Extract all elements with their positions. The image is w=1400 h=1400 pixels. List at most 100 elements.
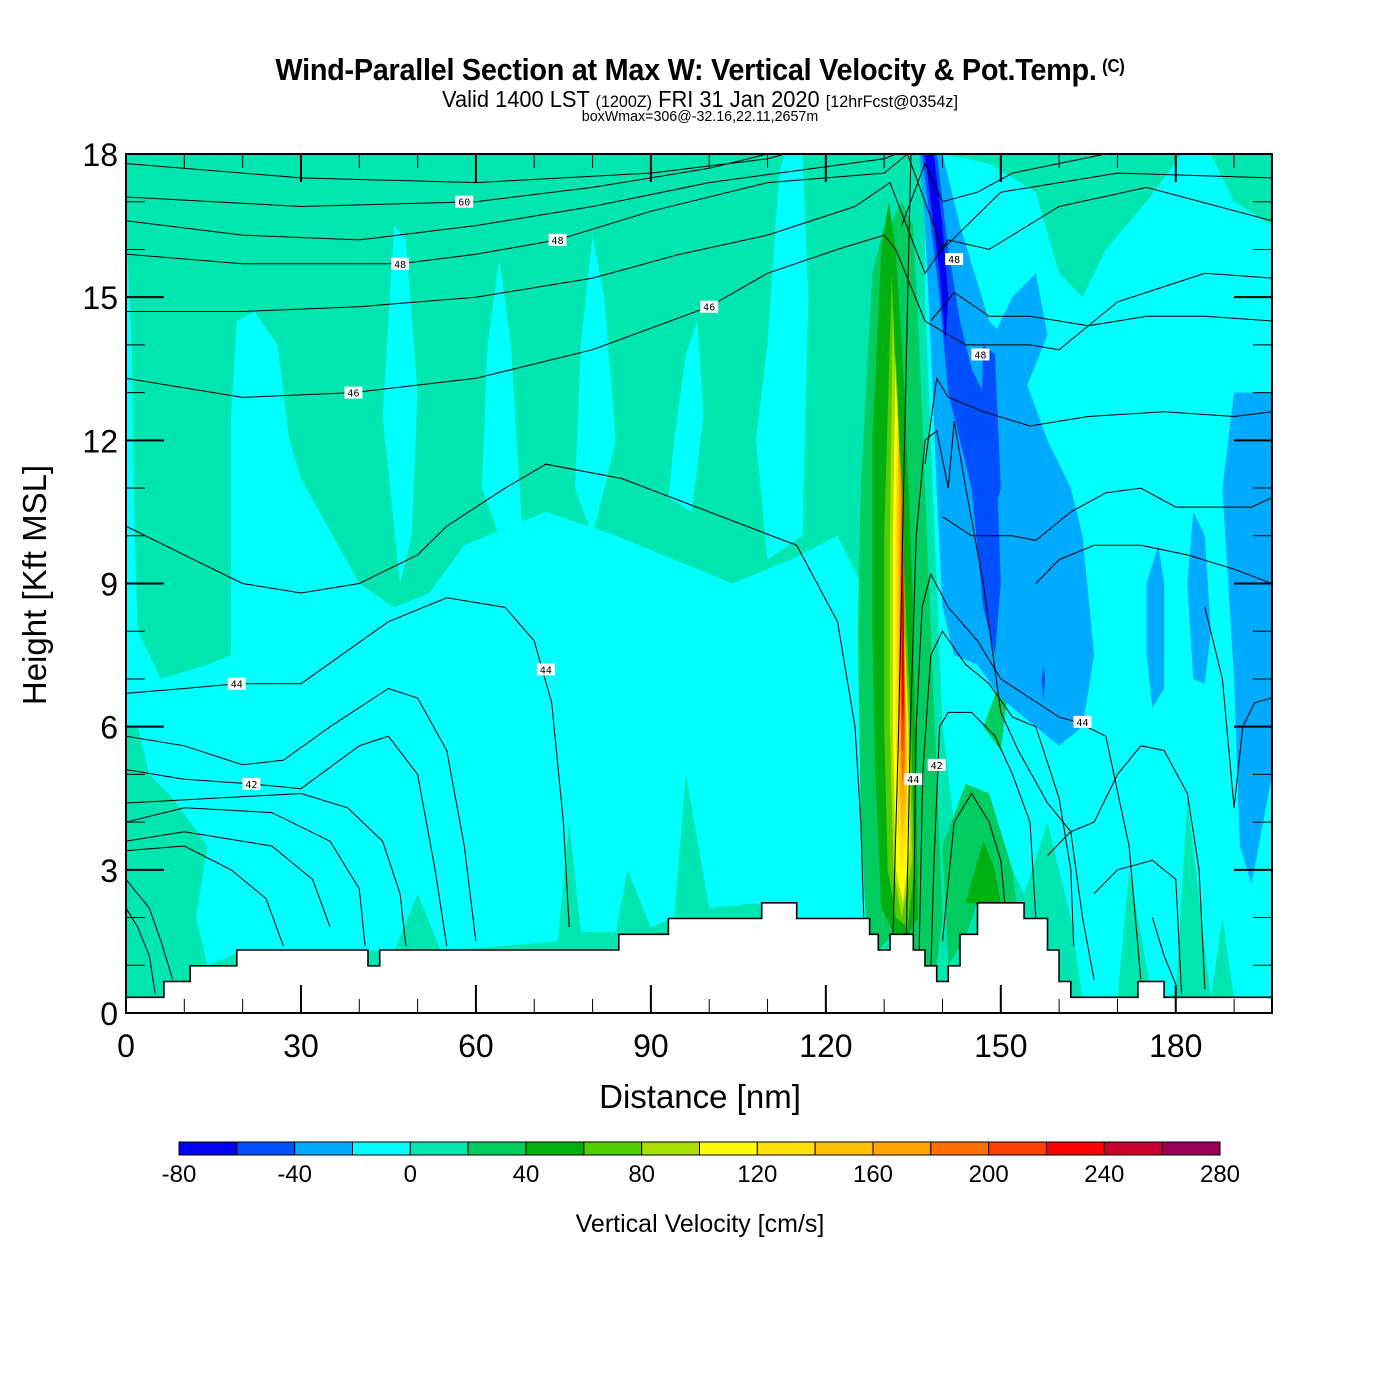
- fill-region: [919, 154, 1095, 746]
- theta-contour-line: [126, 792, 407, 947]
- theta-contour-line: [126, 234, 1272, 398]
- theta-contour-line: [930, 291, 1272, 327]
- y-tick-label: 12: [82, 423, 118, 459]
- contour-label-text: 48: [552, 236, 564, 247]
- contour-label: 42: [927, 758, 946, 772]
- contour-label: 44: [1073, 715, 1092, 729]
- contour-label: 44: [536, 663, 555, 676]
- contour-label-bg: [904, 773, 923, 786]
- x-tick-label: 90: [633, 1028, 669, 1064]
- colorbar-swatch: [178, 1141, 238, 1156]
- contour-label-bg: [927, 758, 946, 771]
- colorbar-tick-label: -40: [277, 1161, 312, 1188]
- fill-region: [902, 574, 904, 679]
- fill-region: [382, 225, 418, 584]
- contour-label: 60: [455, 195, 474, 209]
- colorbar-swatch: [930, 1141, 990, 1156]
- theta-contour-line: [1151, 917, 1177, 985]
- colorbar-swatch: [294, 1141, 353, 1156]
- contour-label-bg: [227, 677, 246, 690]
- fill-region: [1041, 664, 1046, 703]
- contour-label-text: 44: [540, 665, 552, 676]
- valid-time: Valid 1400 LST: [442, 86, 590, 112]
- colorbar-tick-label: 0: [404, 1161, 417, 1188]
- theta-contour-line: [1047, 745, 1206, 990]
- fill-region: [481, 259, 523, 536]
- fill-region: [925, 154, 949, 345]
- colorbar-tick-label: 40: [513, 1161, 540, 1188]
- colorbar-swatch: [756, 1141, 816, 1156]
- theta-contour-line: [126, 807, 366, 947]
- y-tick-label: 18: [82, 137, 118, 173]
- fill-region: [732, 583, 850, 923]
- fill-region: [980, 344, 1001, 536]
- contour-label-text: 44: [907, 775, 919, 786]
- x-tick-label: 180: [1149, 1028, 1202, 1064]
- contour-label-text: 48: [974, 350, 986, 361]
- contour-label-bg: [971, 348, 990, 361]
- theta-contour-line: [126, 597, 570, 928]
- contour-label-bg: [391, 257, 410, 270]
- colorbar-tick-label: 240: [1084, 1161, 1124, 1188]
- fill-region: [231, 655, 371, 942]
- colorbar-tick-label: 200: [969, 1161, 1009, 1188]
- theta-contour-line: [930, 711, 1043, 975]
- contour-label: 48: [971, 348, 990, 361]
- contour-label-bg: [700, 300, 719, 313]
- colorbar-swatch: [467, 1141, 527, 1156]
- contour-label-text: 48: [948, 255, 960, 266]
- colorbar-tick-label: 120: [737, 1161, 777, 1188]
- theta-contour-line: [126, 845, 284, 947]
- theta-contour-line: [126, 154, 896, 241]
- velocity-fill-layer: [126, 154, 1272, 1013]
- contour-label-bg: [242, 777, 261, 790]
- fill-region: [1222, 392, 1272, 885]
- contour-label-bg: [536, 663, 555, 676]
- theta-contour-line: [912, 572, 1142, 980]
- valid-utc: (1200Z): [595, 92, 653, 111]
- theta-contour-line: [1204, 607, 1272, 808]
- y-tick-label: 6: [100, 710, 118, 746]
- colorbar-swatch: [872, 1141, 932, 1156]
- contour-label: 48: [391, 257, 410, 271]
- fill-region: [989, 273, 1048, 393]
- x-tick-label: 120: [799, 1028, 852, 1064]
- y-tick-label: 9: [100, 567, 118, 603]
- theta-contour-layer: [126, 154, 1272, 994]
- x-tick-label: 150: [974, 1028, 1027, 1064]
- theta-contour-line: [942, 792, 1008, 942]
- colorbar-swatch: [525, 1141, 585, 1156]
- fill-region: [965, 841, 1001, 904]
- colorbar-tick-label: 160: [853, 1161, 893, 1188]
- theta-contour-line: [1093, 859, 1183, 994]
- theta-contour-line: [126, 735, 448, 947]
- x-axis-title: Distance [nm]: [599, 1078, 801, 1115]
- terrain-layer: [126, 902, 1272, 1013]
- contour-label-text: 44: [1076, 718, 1088, 729]
- contour-label-text: 46: [703, 303, 715, 314]
- theta-contour-line: [942, 487, 1272, 542]
- colorbar-swatch: [1046, 1141, 1105, 1156]
- contour-label-text: 60: [458, 198, 470, 209]
- theta-contour-line: [126, 181, 1272, 312]
- colorbar-tick-label: -80: [162, 1161, 197, 1188]
- colorbar-swatch: [641, 1141, 701, 1156]
- contour-label-bg: [344, 386, 363, 399]
- theta-contour-line: [126, 463, 865, 918]
- contour-label-text: 44: [231, 680, 243, 691]
- colorbar-swatch: [352, 1141, 411, 1156]
- contour-label-text: 42: [245, 780, 257, 791]
- theta-contour-line: [126, 831, 331, 928]
- contour-label-text: 48: [394, 260, 406, 271]
- chart-title-text: Wind-Parallel Section at Max W: Vertical…: [275, 52, 1097, 87]
- fill-region: [668, 321, 704, 512]
- fill-region: [755, 154, 809, 560]
- colorbar-swatch: [814, 1141, 874, 1156]
- x-tick-label: 60: [458, 1028, 494, 1064]
- box-info: boxWmax=306@-32.16,22.11,2657m: [581, 108, 819, 125]
- contour-label: 44: [227, 677, 246, 691]
- contour-label: 46: [344, 386, 363, 400]
- contour-labels: 60 48 48 48 46 46 48 44 44 42 44 42 44: [227, 195, 1092, 791]
- contour-label-text: 46: [347, 389, 359, 400]
